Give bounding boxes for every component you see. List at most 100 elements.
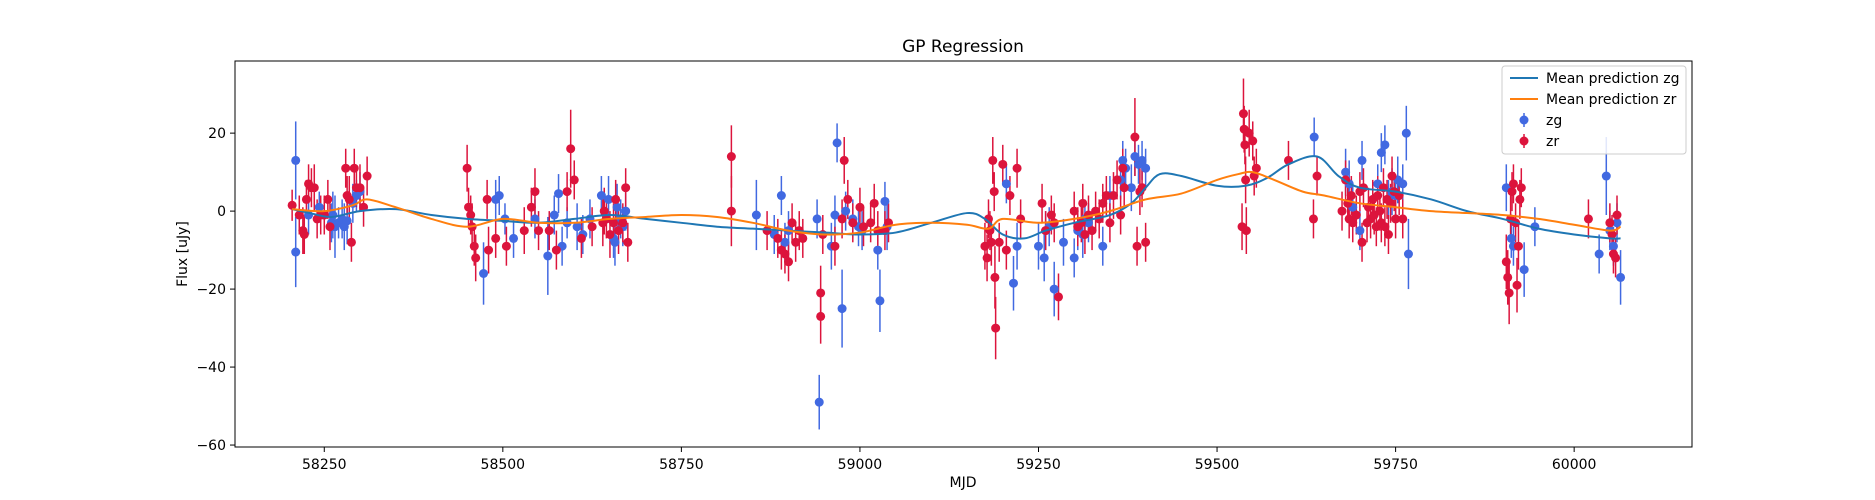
data-point-zr <box>791 237 801 247</box>
data-point-zr <box>1391 214 1401 224</box>
data-point-zr <box>1516 183 1526 193</box>
data-point-zg <box>1380 140 1390 150</box>
data-point-zr <box>989 187 999 197</box>
data-point-zg <box>479 268 489 278</box>
data-point-zr <box>587 222 597 232</box>
data-point-zg <box>1001 179 1011 189</box>
data-point-zr <box>1501 257 1511 267</box>
data-point-zr <box>618 218 628 228</box>
data-point-zr <box>1248 136 1258 146</box>
data-point-zr <box>837 214 847 224</box>
data-point-zg <box>1612 218 1622 228</box>
data-point-zr <box>344 194 354 204</box>
data-point-zr <box>1112 175 1122 185</box>
data-point-zr <box>726 152 736 162</box>
data-point-zr <box>349 163 359 173</box>
data-point-zr <box>323 194 333 204</box>
data-point-zr <box>798 233 808 243</box>
data-point-zr <box>1308 214 1318 224</box>
data-point-zr <box>1357 237 1367 247</box>
data-point-zg <box>880 196 890 206</box>
data-point-zr <box>611 194 621 204</box>
legend-box <box>1501 65 1687 155</box>
data-point-zr <box>362 171 372 181</box>
data-point-zr <box>1108 191 1118 201</box>
data-point-zr <box>1105 218 1115 228</box>
data-point-zr <box>1515 194 1525 204</box>
x-tick-label: 58250 <box>302 457 347 473</box>
data-point-zr <box>855 202 865 212</box>
data-point-zr <box>469 241 479 251</box>
mean-prediction-zg-line <box>291 155 1621 240</box>
data-point-zg <box>1130 152 1140 162</box>
plot-area <box>234 60 1693 448</box>
data-point-zr <box>562 187 572 197</box>
data-point-zr <box>309 183 319 193</box>
data-point-zr <box>530 187 540 197</box>
data-point-zr <box>1375 206 1385 216</box>
data-point-zr <box>839 155 849 165</box>
data-point-zr <box>1513 241 1523 251</box>
data-point-zr <box>983 214 993 224</box>
data-point-zr <box>346 237 356 247</box>
data-point-zr <box>551 245 561 255</box>
y-tick-label: 0 <box>217 204 226 220</box>
data-point-zg <box>1398 179 1408 189</box>
data-point-zr <box>1312 171 1322 181</box>
data-point-zr <box>816 311 826 321</box>
data-point-zr <box>780 249 790 259</box>
data-point-zg <box>1594 249 1604 259</box>
data-point-zr <box>1383 230 1393 240</box>
data-point-zr <box>1130 132 1140 142</box>
data-point-zg <box>1137 155 1147 165</box>
y-axis-label: Flux [uJy] <box>175 221 191 287</box>
data-point-zr <box>299 230 309 240</box>
data-point-zr <box>773 233 783 243</box>
data-point-zg <box>830 210 840 220</box>
data-point-zr <box>994 237 1004 247</box>
data-point-zg <box>1403 249 1413 259</box>
data-point-zr <box>1251 163 1261 173</box>
data-point-zr <box>462 163 472 173</box>
data-point-zr <box>1612 210 1622 220</box>
data-point-zr <box>482 194 492 204</box>
data-point-zg <box>1126 183 1136 193</box>
data-point-zg <box>780 237 790 247</box>
data-point-zr <box>341 163 351 173</box>
data-point-zr <box>986 237 996 247</box>
data-point-zr <box>816 288 826 298</box>
data-point-zg <box>812 214 822 224</box>
data-point-zr <box>1240 140 1250 150</box>
data-point-zr <box>1346 191 1356 201</box>
data-point-zg <box>342 216 352 226</box>
data-point-zr <box>569 175 579 185</box>
data-point-zg <box>751 210 761 220</box>
data-point-zg <box>572 222 582 232</box>
data-point-zg <box>1049 284 1059 294</box>
data-point-zr <box>576 233 586 243</box>
data-point-zr <box>1583 214 1593 224</box>
data-point-zg <box>1506 233 1516 243</box>
legend-swatch-zg-point <box>1519 115 1529 125</box>
data-point-zg <box>1401 128 1411 138</box>
data-point-zr <box>726 206 736 216</box>
data-point-zg <box>1033 241 1043 251</box>
data-point-zg <box>612 202 622 212</box>
data-point-zg <box>291 247 301 257</box>
data-point-zg <box>873 245 883 255</box>
data-point-zr <box>866 218 876 228</box>
data-point-zg <box>1341 167 1351 177</box>
data-point-zg <box>1012 241 1022 251</box>
data-point-zg <box>814 397 824 407</box>
data-point-zg <box>832 138 842 148</box>
data-point-zr <box>623 237 633 247</box>
data-point-zr <box>471 253 481 263</box>
data-point-zg <box>837 304 847 314</box>
data-point-zr <box>1387 171 1397 181</box>
data-point-zr <box>1005 191 1015 201</box>
data-point-zr <box>614 226 624 236</box>
data-point-zr <box>991 323 1001 333</box>
data-point-zg <box>1376 148 1386 158</box>
data-point-zr <box>988 155 998 165</box>
data-point-zr <box>534 226 544 236</box>
